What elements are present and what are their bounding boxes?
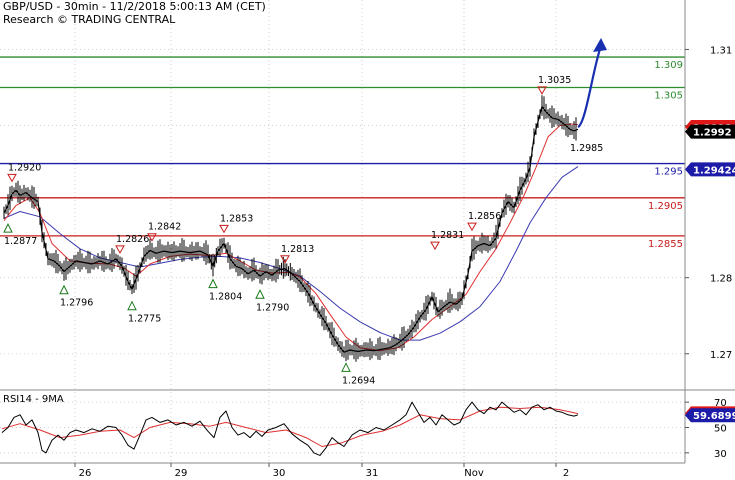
price-series xyxy=(3,95,579,362)
low-marker-icon xyxy=(59,284,69,295)
high-marker-icon xyxy=(115,245,125,254)
rsi-axis-tick-label: 70 xyxy=(714,398,727,409)
high-label: 1.2856 xyxy=(468,211,501,222)
time-label: 30 xyxy=(273,468,286,479)
price-tag-bg xyxy=(685,124,735,139)
low-label: 1.2790 xyxy=(256,302,289,313)
low-marker-icon xyxy=(341,362,351,372)
high-marker-icon xyxy=(7,173,17,183)
gridlines xyxy=(0,0,685,463)
low-marker-icon xyxy=(3,222,13,233)
forecast-arrow-head xyxy=(593,38,607,53)
low-label: 1.2877 xyxy=(4,236,37,247)
low-label: 1.2775 xyxy=(128,314,161,325)
low-label: 1.2694 xyxy=(342,375,375,386)
low-label: 1.2796 xyxy=(60,298,93,309)
low-marker-icon xyxy=(255,289,265,299)
axis-tick-label: 1.27 xyxy=(710,350,732,361)
high-label: 1.2813 xyxy=(281,244,314,255)
level-label: 1.295 xyxy=(654,167,683,178)
high-marker-icon xyxy=(280,255,290,264)
rsi-title: RSI14 - 9MA xyxy=(3,394,64,405)
low-label: 1.2804 xyxy=(209,292,242,303)
rsi-tag-bg xyxy=(685,408,735,423)
price-line xyxy=(3,105,579,353)
price-axis: 1.311.301.281.277050301.29981.29921.2942… xyxy=(685,45,735,460)
high-label: 1.2831 xyxy=(431,230,464,241)
price-tag: 1.2992 xyxy=(693,128,732,139)
rsi-axis-tick-label: 30 xyxy=(714,449,727,460)
rsi-tag: 59.6899 xyxy=(693,411,735,422)
chart-title: GBP/USD - 30min - 11/2/2018 5:00:13 AM (… xyxy=(3,0,266,13)
time-label: 26 xyxy=(79,468,92,479)
high-marker-icon xyxy=(430,241,440,251)
chart-frame xyxy=(0,0,686,464)
forecast-arrow-shaft xyxy=(577,45,603,129)
value-label: 1.2985 xyxy=(570,143,603,154)
extreme-markers: 1.2920 1.2877 1.2796 1.2826 1.2775 1.2842 1.28… xyxy=(3,75,603,386)
high-label: 1.2826 xyxy=(116,234,149,245)
level-label: 1.2905 xyxy=(648,201,683,212)
high-label: 1.2920 xyxy=(8,162,41,173)
price-tag-bg xyxy=(685,162,735,177)
support-resistance-levels: 1.309 1.305 1.295 1.2905 1.2855 xyxy=(0,56,685,250)
axis-tick-label: 1.31 xyxy=(710,45,732,56)
high-marker-icon xyxy=(537,86,547,95)
high-marker-icon xyxy=(219,224,229,234)
high-marker-icon xyxy=(467,222,477,232)
level-label: 1.305 xyxy=(654,90,683,101)
level-label: 1.2855 xyxy=(648,239,683,250)
high-label: 1.3035 xyxy=(538,75,571,86)
price-tag: 1.29424 xyxy=(693,165,735,176)
chart-source: Research © TRADING CENTRAL xyxy=(3,13,176,26)
time-label: 31 xyxy=(366,468,379,479)
high-marker-icon xyxy=(147,233,157,242)
forecast-arrow xyxy=(577,38,607,129)
rsi-line xyxy=(1,401,579,456)
time-label: 29 xyxy=(175,468,188,479)
level-label: 1.309 xyxy=(654,60,683,71)
low-marker-icon xyxy=(208,278,218,289)
rsi-axis-tick-label: 50 xyxy=(714,424,727,435)
rsi-panel: RSI14 - 9MA xyxy=(0,389,735,456)
time-label: Nov xyxy=(464,468,484,479)
high-label: 1.2842 xyxy=(148,222,181,233)
time-axis: 26 29 30 31 Nov 2 xyxy=(74,463,569,479)
axis-tick-label: 1.28 xyxy=(710,274,732,285)
rsi-ma-line xyxy=(1,406,579,447)
time-label: 2 xyxy=(563,468,569,479)
low-marker-icon xyxy=(127,300,137,311)
high-label: 1.2853 xyxy=(220,213,253,224)
